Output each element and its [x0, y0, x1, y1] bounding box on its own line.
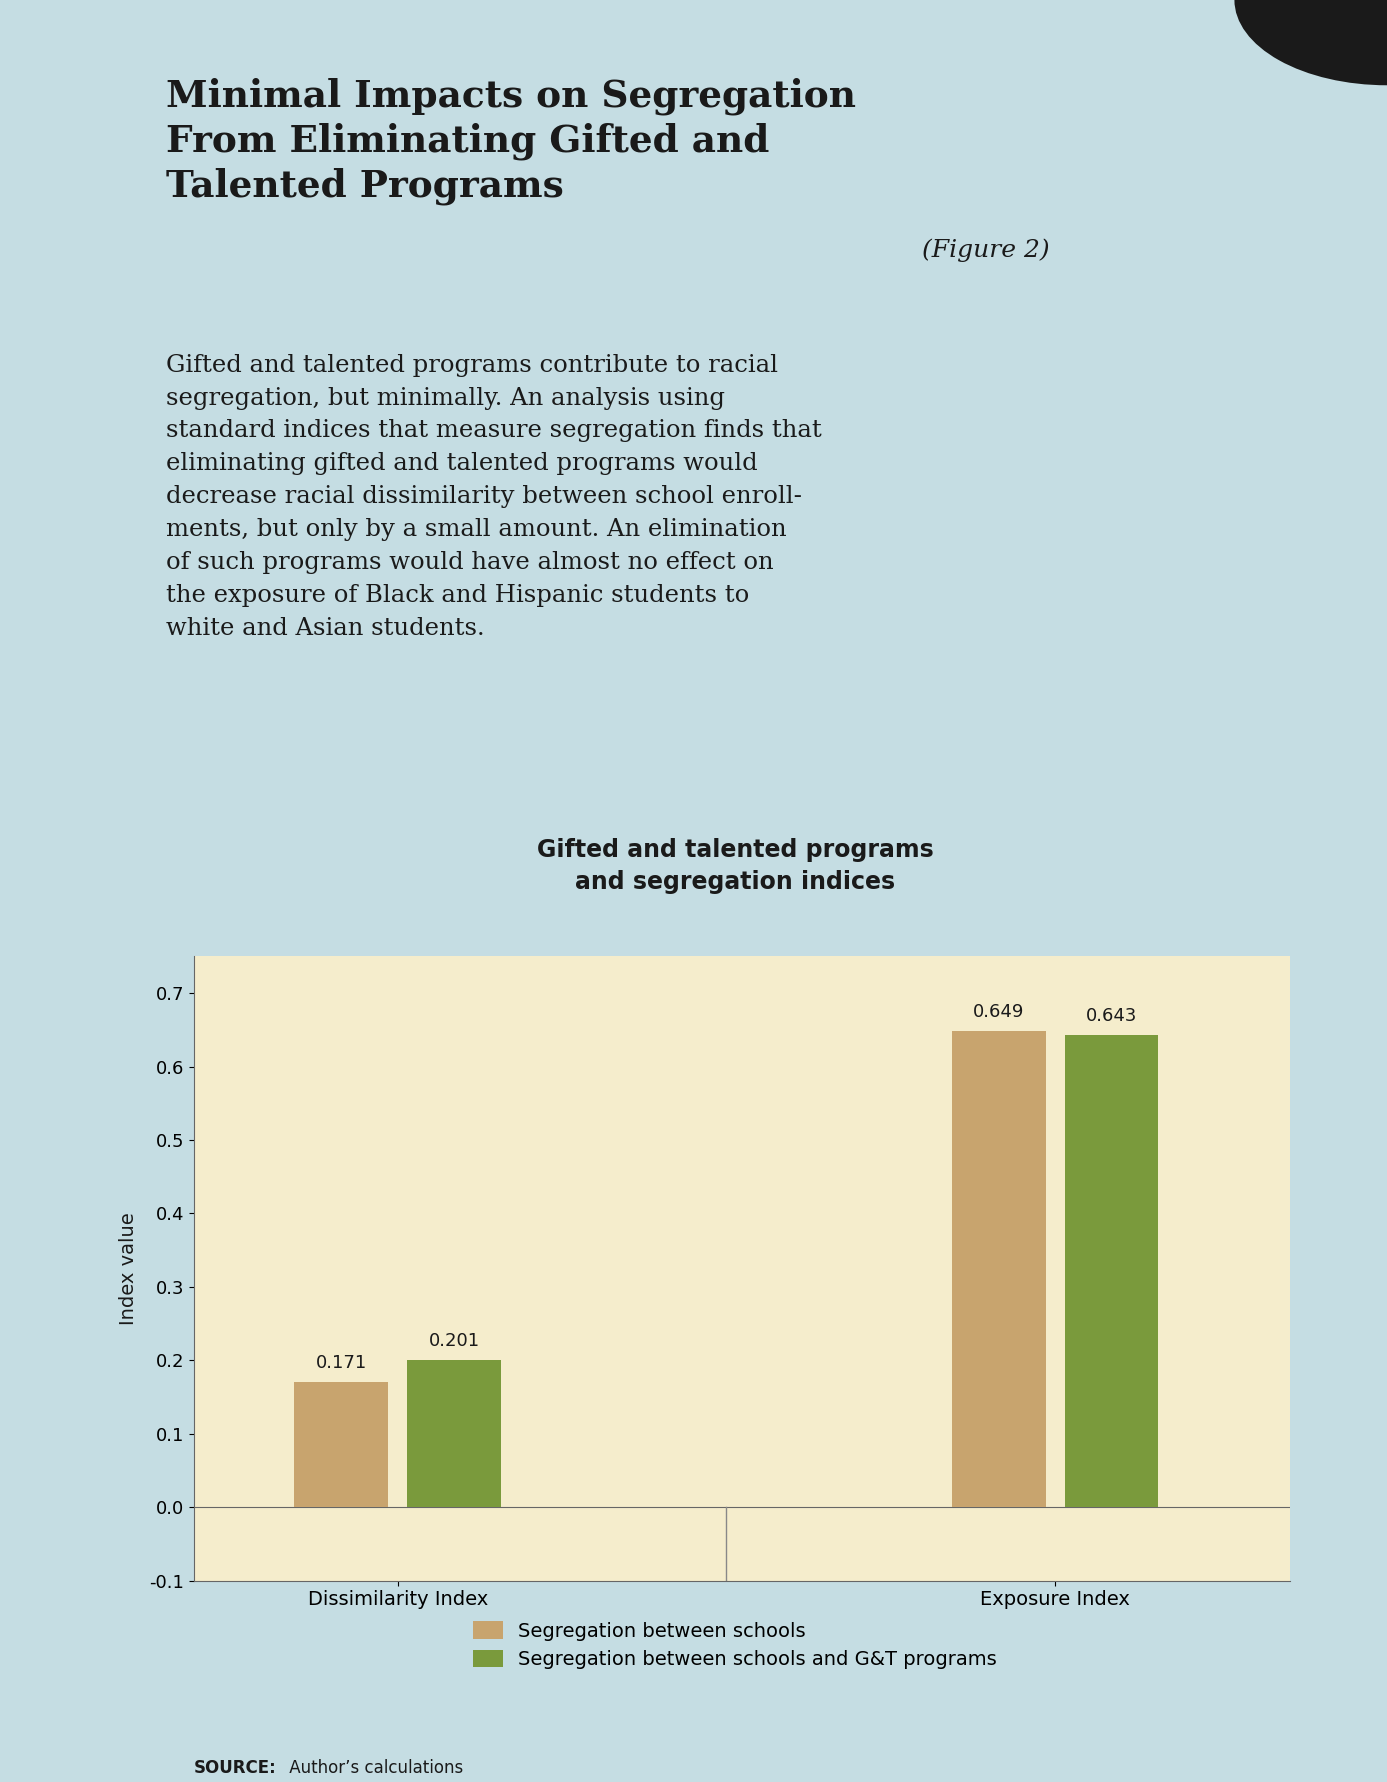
Text: Minimal Impacts on Segregation
From Eliminating Gifted and
Talented Programs: Minimal Impacts on Segregation From Elim… [166, 77, 856, 205]
Text: (Figure 2): (Figure 2) [922, 239, 1050, 262]
Bar [406, 1360, 501, 1508]
Text: 0.643: 0.643 [1086, 1007, 1137, 1025]
Text: 0.201: 0.201 [429, 1331, 480, 1351]
Text: Gifted and talented programs contribute to racial
segregation, but minimally. An: Gifted and talented programs contribute … [166, 353, 822, 640]
Text: Author’s calculations: Author’s calculations [284, 1759, 463, 1777]
Text: SOURCE:: SOURCE: [194, 1759, 277, 1777]
Wedge shape [1234, 0, 1387, 86]
Text: Gifted and talented programs
and segregation indices: Gifted and talented programs and segrega… [537, 838, 933, 895]
Bar [1064, 1035, 1158, 1508]
Legend: Segregation between schools, Segregation between schools and G&T programs: Segregation between schools, Segregation… [473, 1622, 997, 1670]
Bar [294, 1381, 388, 1508]
Text: 0.171: 0.171 [316, 1354, 368, 1372]
Text: 0.649: 0.649 [974, 1003, 1025, 1021]
Bar [951, 1030, 1046, 1508]
Y-axis label: Index value: Index value [119, 1212, 139, 1324]
